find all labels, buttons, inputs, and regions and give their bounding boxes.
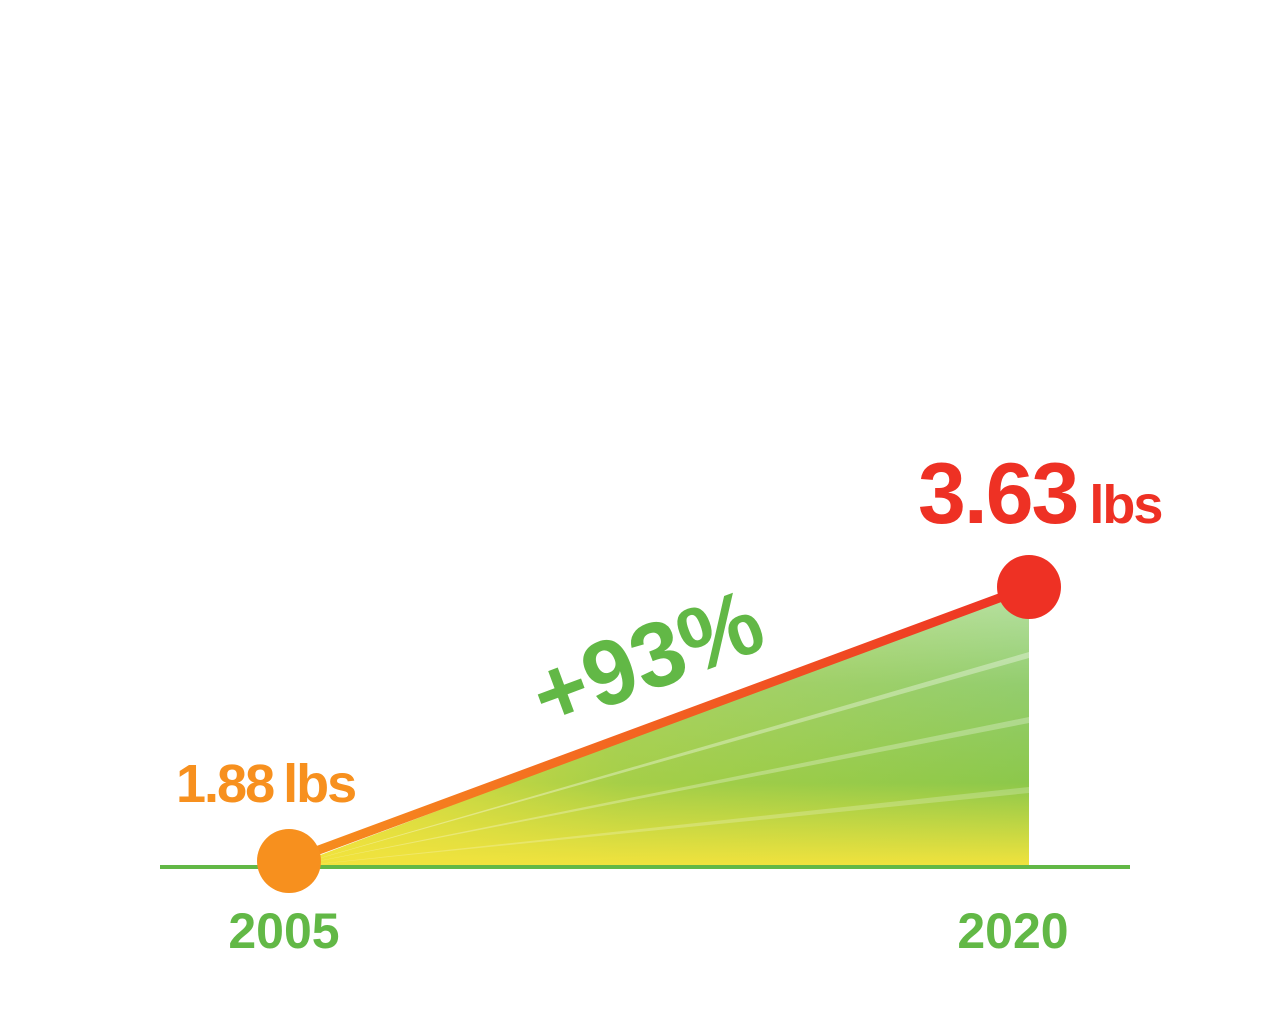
area-band-1 [289, 652, 1029, 867]
series-line [284, 582, 1034, 866]
area-band-3 [289, 787, 1029, 867]
data-label-2005-number: 1.88 [176, 754, 274, 814]
data-label-2020-number: 3.63 [918, 446, 1077, 542]
data-label-2020: 3.63 lbs [918, 446, 1161, 542]
x-tick-label-2020: 2020 [957, 903, 1068, 959]
data-point-2005 [257, 829, 321, 893]
data-label-2005-unit: lbs [283, 754, 355, 814]
area-band-2 [289, 717, 1029, 867]
data-point-2020 [997, 555, 1061, 619]
data-label-2020-unit: lbs [1089, 475, 1161, 535]
data-label-2005: 1.88 lbs [176, 754, 355, 814]
area-bands [289, 652, 1029, 867]
x-tick-label-2005: 2005 [228, 903, 339, 959]
